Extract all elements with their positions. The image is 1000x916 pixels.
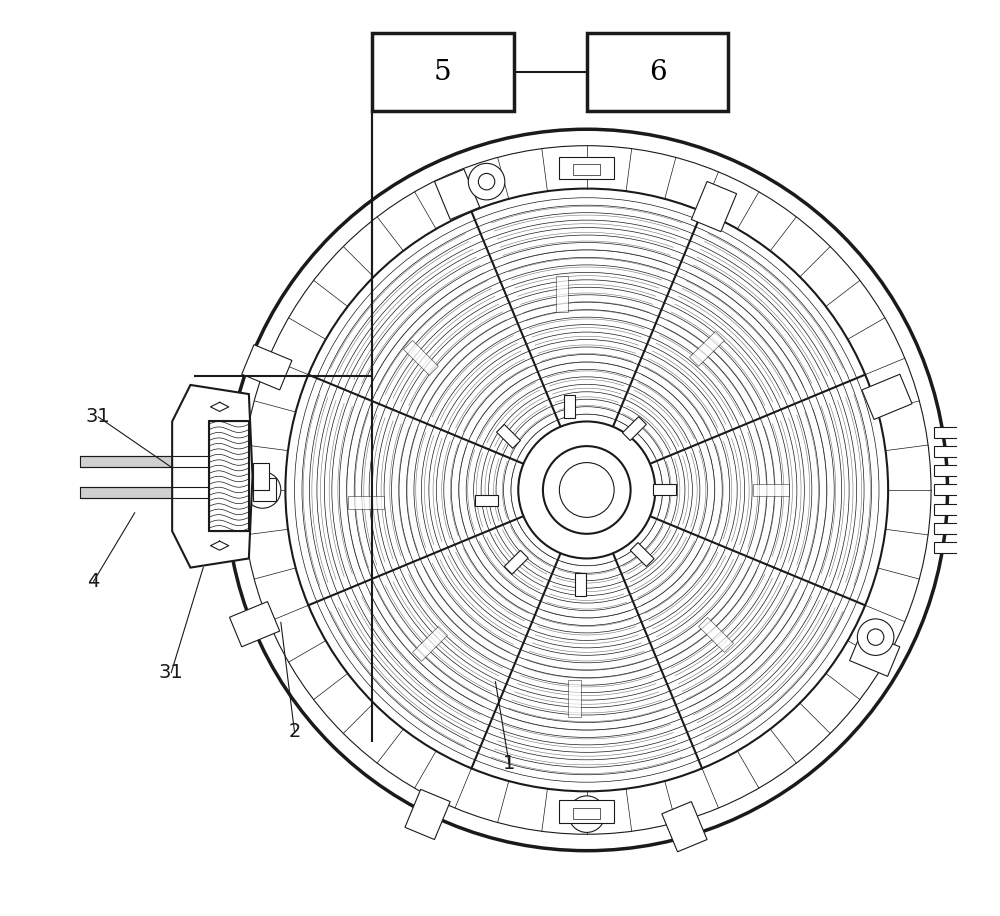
Text: 31: 31 — [86, 408, 111, 427]
Bar — [434, 169, 480, 220]
Bar — [934, 446, 984, 457]
Circle shape — [857, 619, 894, 656]
Circle shape — [254, 482, 271, 498]
Bar — [404, 341, 438, 376]
Bar — [934, 465, 984, 476]
Circle shape — [285, 189, 888, 791]
Bar — [564, 395, 575, 418]
Bar — [975, 446, 1000, 457]
Text: 6: 6 — [649, 59, 666, 86]
Bar — [209, 421, 249, 531]
Polygon shape — [172, 385, 253, 568]
Circle shape — [478, 173, 495, 190]
Bar — [850, 631, 900, 676]
Text: 5: 5 — [434, 59, 452, 86]
Text: 2: 2 — [288, 723, 301, 741]
Bar — [559, 157, 614, 180]
Bar — [753, 484, 789, 496]
Bar — [253, 463, 269, 490]
Bar — [630, 542, 654, 566]
Bar — [622, 417, 646, 441]
Bar — [573, 164, 600, 175]
Bar — [229, 602, 280, 647]
Bar — [975, 485, 1000, 496]
Bar — [934, 542, 984, 553]
Bar — [497, 424, 520, 448]
Bar — [690, 332, 724, 366]
Circle shape — [518, 421, 655, 559]
Bar — [934, 485, 984, 496]
Bar — [80, 456, 244, 467]
Bar — [975, 465, 1000, 476]
Text: 31: 31 — [159, 663, 184, 682]
Bar — [556, 276, 568, 312]
Circle shape — [226, 129, 947, 851]
Circle shape — [244, 472, 281, 508]
Bar — [662, 802, 707, 852]
Bar — [862, 375, 912, 420]
Text: 4: 4 — [87, 572, 100, 591]
Bar — [80, 487, 244, 498]
Circle shape — [543, 446, 631, 534]
Bar — [975, 427, 1000, 438]
Text: 1: 1 — [503, 755, 515, 773]
Bar — [975, 523, 1000, 534]
Bar — [934, 504, 984, 515]
Bar — [575, 573, 586, 596]
Bar — [348, 496, 384, 509]
Bar — [699, 617, 733, 652]
Bar — [934, 523, 984, 534]
Bar — [475, 496, 498, 507]
Bar — [587, 33, 728, 111]
Circle shape — [559, 463, 614, 518]
Bar — [504, 551, 528, 574]
Bar — [405, 790, 450, 840]
Circle shape — [579, 806, 595, 823]
Circle shape — [867, 629, 884, 646]
Bar — [934, 427, 984, 438]
Bar — [653, 485, 676, 496]
Bar — [691, 181, 737, 232]
Bar — [559, 801, 614, 823]
Bar — [975, 504, 1000, 515]
Bar — [209, 421, 249, 531]
Bar — [568, 681, 581, 717]
Bar — [413, 627, 447, 661]
Circle shape — [568, 796, 605, 833]
Bar — [242, 344, 292, 390]
Circle shape — [242, 146, 931, 834]
Circle shape — [468, 163, 505, 200]
Bar — [975, 542, 1000, 553]
Bar — [573, 808, 600, 819]
Bar — [372, 33, 514, 111]
Bar — [253, 478, 276, 501]
